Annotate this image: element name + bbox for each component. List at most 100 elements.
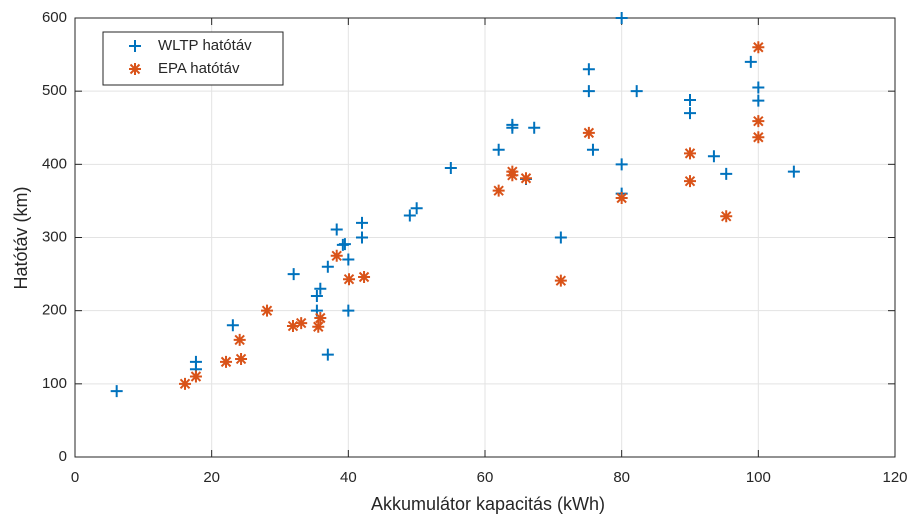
marker-path bbox=[707, 150, 720, 163]
marker bbox=[752, 115, 765, 128]
marker-path bbox=[321, 348, 334, 361]
marker-path bbox=[330, 249, 343, 262]
marker bbox=[752, 41, 765, 54]
x-tick-label: 60 bbox=[477, 469, 494, 486]
x-tick-label: 100 bbox=[746, 469, 771, 486]
marker bbox=[707, 150, 720, 163]
marker bbox=[684, 93, 696, 106]
marker-path bbox=[356, 216, 368, 229]
marker-path bbox=[752, 131, 765, 144]
marker-path bbox=[752, 115, 765, 128]
x-axis-label: Akkumulátor kapacitás (kWh) bbox=[371, 494, 605, 514]
marker bbox=[586, 143, 599, 156]
marker-path bbox=[492, 184, 505, 197]
marker bbox=[110, 385, 123, 398]
y-tick-label: 200 bbox=[42, 302, 67, 319]
marker-path bbox=[582, 85, 595, 98]
marker bbox=[330, 223, 343, 236]
marker-path bbox=[506, 121, 519, 134]
marker-path bbox=[261, 304, 274, 317]
marker bbox=[744, 55, 757, 68]
marker-path bbox=[312, 320, 325, 333]
marker bbox=[189, 370, 202, 383]
marker-path bbox=[752, 41, 765, 54]
marker-path bbox=[520, 172, 532, 185]
y-tick-label: 300 bbox=[42, 228, 67, 245]
marker bbox=[630, 85, 643, 98]
marker bbox=[338, 238, 351, 251]
marker bbox=[492, 184, 505, 197]
marker-path bbox=[492, 143, 505, 156]
marker bbox=[235, 352, 248, 365]
marker-path bbox=[684, 107, 696, 120]
marker bbox=[410, 202, 423, 215]
marker-path bbox=[403, 209, 416, 222]
marker bbox=[220, 355, 233, 368]
marker bbox=[582, 63, 595, 76]
marker-path bbox=[554, 231, 567, 244]
legend-box bbox=[102, 31, 284, 86]
marker bbox=[295, 317, 308, 330]
y-tick-label: 0 bbox=[59, 448, 67, 465]
marker bbox=[233, 333, 246, 346]
marker-path bbox=[287, 268, 300, 281]
marker-path bbox=[314, 282, 327, 295]
marker bbox=[310, 290, 323, 303]
marker bbox=[615, 191, 628, 204]
marker bbox=[129, 63, 141, 75]
marker bbox=[615, 158, 628, 171]
marker-path bbox=[615, 12, 628, 24]
marker-path bbox=[506, 169, 519, 182]
marker-path bbox=[295, 317, 308, 330]
marker-path bbox=[444, 161, 457, 174]
marker bbox=[752, 81, 765, 94]
x-tick-label: 80 bbox=[613, 469, 630, 486]
marker-path bbox=[129, 40, 141, 52]
marker bbox=[554, 274, 567, 287]
marker-path bbox=[226, 319, 239, 332]
marker bbox=[179, 377, 192, 390]
marker-path bbox=[310, 290, 323, 303]
marker bbox=[684, 147, 696, 160]
marker bbox=[330, 249, 343, 262]
y-axis-label: Hatótáv (km) bbox=[11, 186, 31, 289]
marker bbox=[314, 282, 327, 295]
marker bbox=[492, 143, 505, 156]
legend-label: EPA hatótáv bbox=[158, 60, 240, 77]
marker-path bbox=[330, 223, 343, 236]
marker bbox=[358, 271, 371, 284]
marker bbox=[720, 210, 733, 223]
marker-path bbox=[554, 274, 567, 287]
marker-path bbox=[615, 158, 628, 171]
marker bbox=[312, 320, 325, 333]
marker-path bbox=[582, 126, 595, 139]
marker bbox=[129, 40, 141, 52]
marker-path bbox=[314, 311, 327, 324]
marker bbox=[615, 12, 628, 24]
marker bbox=[356, 216, 368, 229]
marker-path bbox=[582, 63, 595, 76]
marker bbox=[528, 121, 541, 134]
marker bbox=[261, 304, 274, 317]
marker-path bbox=[235, 352, 248, 365]
marker-path bbox=[720, 167, 733, 180]
marker bbox=[356, 231, 368, 244]
marker-path bbox=[286, 320, 299, 333]
marker-path bbox=[356, 231, 368, 244]
marker-path bbox=[342, 253, 355, 266]
marker-path bbox=[630, 85, 643, 98]
marker-path bbox=[342, 304, 355, 317]
legend-label: WLTP hatótáv bbox=[158, 37, 252, 54]
x-tick-label: 40 bbox=[340, 469, 357, 486]
marker-path bbox=[110, 385, 123, 398]
marker bbox=[403, 209, 416, 222]
marker bbox=[520, 172, 532, 185]
plot-frame bbox=[74, 17, 896, 458]
marker bbox=[787, 165, 800, 178]
marker bbox=[752, 131, 765, 144]
marker-path bbox=[233, 333, 246, 346]
x-tick-label: 20 bbox=[203, 469, 220, 486]
